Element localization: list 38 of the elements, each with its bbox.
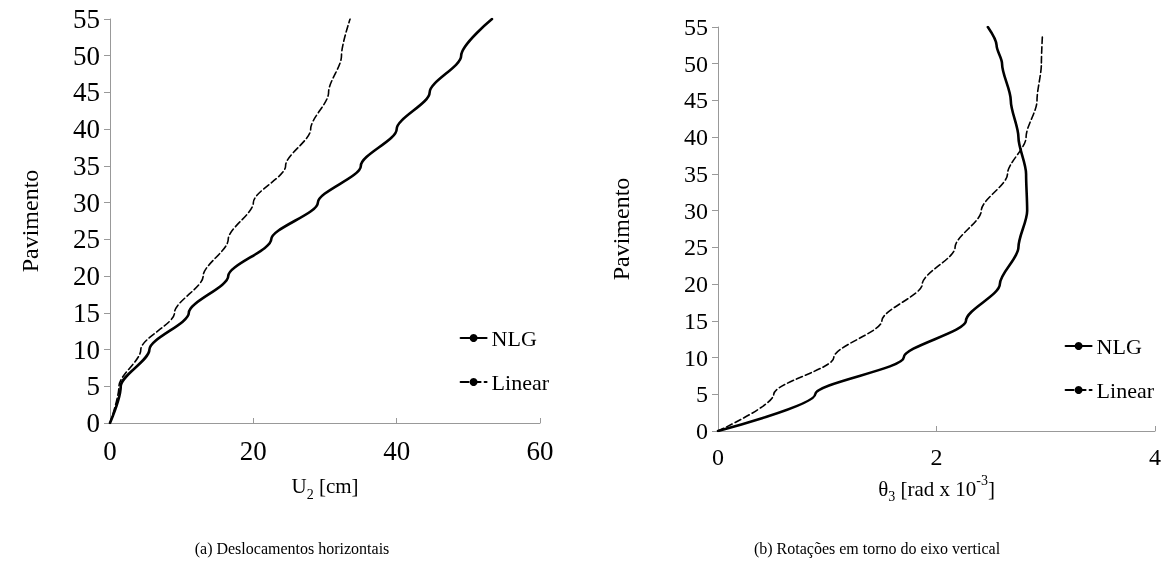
y-tick-label: 10 (684, 344, 708, 371)
legend-label: NLG (1096, 333, 1142, 359)
y-tick-label: 50 (684, 50, 708, 77)
y-tick-label: 50 (73, 40, 100, 71)
x-tick-label: 0 (712, 444, 724, 470)
y-tick-label: 55 (73, 4, 100, 34)
x-tick-label: 20 (239, 435, 267, 466)
legend-label: Linear (491, 369, 550, 395)
legend-label: Linear (1096, 377, 1155, 403)
y-tick-label: 35 (684, 160, 708, 187)
x-tick-label: 2 (930, 444, 943, 470)
y-tick-label: 40 (684, 124, 708, 151)
y-tick-label: 35 (73, 150, 100, 181)
y-tick-label: 45 (73, 77, 100, 108)
y-tick-label: 25 (73, 224, 100, 255)
y-tick-label: 0 (696, 418, 708, 444)
y-tick-label: 5 (696, 381, 708, 408)
text: (b) Rotações em torno do eixo vertical (753, 539, 1001, 558)
y-tick-label: 25 (684, 234, 708, 261)
y-tick-label: 5 (86, 371, 100, 402)
y-tick-label: 20 (73, 261, 100, 292)
y-tick-label: 20 (684, 271, 708, 298)
text: (a) Deslocamentos horizontais (194, 539, 390, 558)
y-tick-label: 0 (86, 408, 100, 438)
y-tick-label: 30 (684, 197, 708, 224)
legend-label: NLG (491, 325, 537, 351)
y-tick-label: 45 (684, 87, 708, 114)
y-tick-label: 55 (684, 14, 708, 40)
y-tick-label: 30 (73, 187, 100, 218)
y-axis-title: Pavimento (608, 177, 634, 281)
y-tick-label: 15 (684, 307, 708, 334)
y-axis-title: Pavimento (17, 169, 43, 273)
x-tick-label: 40 (383, 435, 411, 466)
y-tick-label: 10 (73, 334, 100, 365)
y-tick-label: 15 (73, 297, 100, 328)
x-tick-label: 60 (526, 435, 554, 466)
y-tick-label: 40 (73, 114, 100, 145)
x-tick-label: 4 (1149, 444, 1161, 470)
